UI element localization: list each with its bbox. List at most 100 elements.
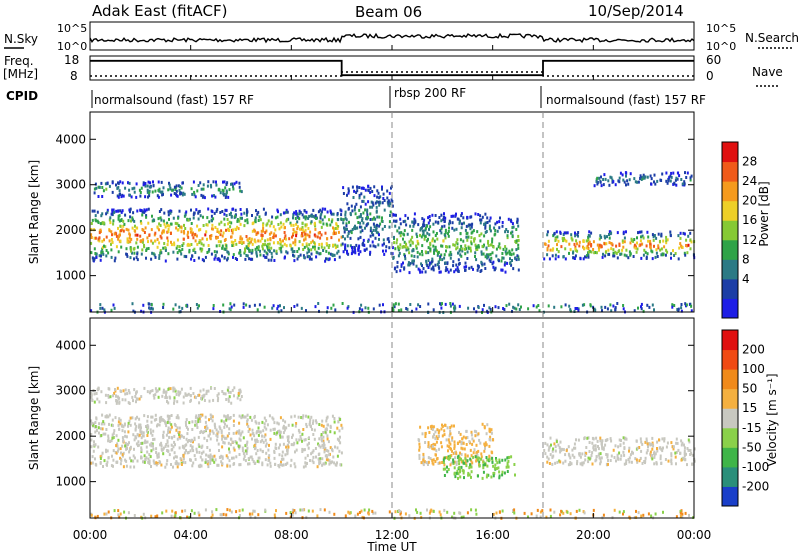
power-cell-0-612 [130,249,133,253]
power-speckle-153 [449,304,452,308]
velocity-cell-0-605 [246,449,249,453]
velocity-cell-0-147 [182,460,185,464]
velocity-cell-4-142 [646,448,649,452]
velocity-cell-3-0 [478,460,481,464]
power-cell-1-122 [97,185,100,189]
power-cell-0-831 [245,208,248,212]
velocity-cell-0-906 [329,430,332,434]
velocity-cell-0-360 [310,452,313,456]
velocity-cell-0-921 [215,433,218,437]
velocity-cell-3-55 [480,457,482,461]
velocity-cell-0-340 [129,416,132,420]
velocity-cell-0-734 [338,429,341,433]
power-cell-0-937 [324,231,327,235]
power-cell-0-609 [299,227,301,231]
velocity-cell-0-738 [287,423,290,427]
velocity-speckle-6 [222,512,225,516]
power-cell-0-457 [316,235,319,239]
velocity-speckle-37 [289,511,292,515]
power-cell-1-108 [223,192,226,196]
velocity-speckle-171 [307,509,310,513]
velocity-colorbar-swatch-6 [722,369,738,390]
power-cell-3-235 [396,265,399,269]
power-cell-4-159 [632,255,635,258]
power-cell-2-219 [382,249,384,253]
velocity-cell-0-238 [101,451,104,455]
velocity-cell-0-758 [289,464,292,468]
velocity-cell-4-158 [592,446,595,450]
power-speckle-52 [517,303,520,307]
power-cell-0-284 [239,235,242,239]
power-cell-0-675 [98,231,101,235]
velocity-cell-0-896 [221,455,224,459]
power-cell-3-296 [511,230,514,234]
power-cell-0-279 [156,237,159,241]
power-cell-0-891 [256,254,258,258]
power-cell-0-868 [251,257,254,261]
velocity-speckle-109 [535,514,538,518]
velocity-cell-3-118 [472,455,475,459]
power-cell-2-162 [377,243,380,247]
velocity-cell-0-916 [267,458,270,462]
power-cell-0-1 [238,219,241,223]
velocity-cell-2-130 [438,434,440,438]
power-cell-4-179 [604,250,607,254]
power-cell-3-37 [408,263,411,267]
velocity-cell-0-614 [281,463,284,467]
velocity-cell-0-102 [285,445,288,449]
velocity-cell-3-84 [482,470,485,474]
power-cell-0-920 [90,241,93,245]
velocity-cell-1-108 [189,386,192,390]
power-cell-0-375 [151,241,154,245]
velocity-cell-4-227 [588,441,591,444]
velocity-cell-1-45 [217,392,220,396]
velocity-cell-2-124 [479,441,482,445]
power-cell-4-263 [608,233,610,236]
power-cell-2-164 [362,187,365,190]
power-cell-0-691 [314,234,317,238]
power-cell-3-176 [485,246,488,250]
velocity-cell-3-11 [501,473,504,477]
velocity-cell-2-203 [459,451,461,455]
power-cell-3-48 [502,247,505,251]
power-cell-2-111 [357,248,360,252]
velocity-cell-4-221 [553,442,556,446]
power-cell-0-543 [211,210,214,214]
velocity-cell-4-0 [571,453,574,457]
power-cell-4-23 [641,242,644,246]
power-cell-0-187 [283,236,286,240]
velocity-cell-0-860 [186,432,189,436]
velocity-cell-2-72 [464,459,467,463]
power-cell-3-504 [421,217,424,221]
velocity-cell-0-908 [269,437,272,441]
velocity-speckle-178 [428,511,431,515]
power-cell-4-212 [599,234,602,238]
velocity-cell-0-872 [198,414,200,417]
power-cell-3-207 [491,240,494,244]
velocity-cell-1-163 [108,387,111,391]
power-cell-0-324 [331,218,334,222]
power-cell-3-336 [405,248,408,252]
velocity-cell-3-111 [452,458,455,462]
power-cell-0-932 [328,218,330,222]
velocity-cell-1-112 [221,390,224,393]
power-cell-4-201 [687,243,690,247]
power-cell-0-563 [213,211,216,215]
power-cell-5-80 [669,174,672,178]
velocity-cell-0-410 [155,417,158,421]
velocity-speckle-42 [460,515,463,519]
velocity-cell-4-81 [551,449,554,453]
velocity-cell-1-57 [90,391,93,395]
power-speckle-25 [481,308,484,312]
velocity-speckle-163 [188,515,191,519]
velocity-cell-0-370 [295,448,298,452]
power-cell-0-371 [295,230,298,234]
power-speckle-43 [513,306,516,310]
x-tick-label-0: 00:00 [73,528,108,542]
velocity-cell-0-257 [188,439,190,442]
velocity-cell-0-705 [201,458,204,462]
power-cell-4-261 [554,239,557,242]
velocity-cell-2-129 [490,428,493,432]
power-cell-0-272 [307,227,310,230]
velocity-cell-0-907 [152,438,155,441]
